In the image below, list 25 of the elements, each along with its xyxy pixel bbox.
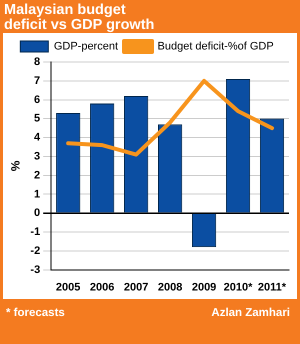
y-tick-label: 7 [34, 74, 40, 87]
x-tick-label: 2007 [124, 281, 148, 294]
x-tick-label: 2005 [56, 281, 80, 294]
y-tick-label: 3 [34, 150, 40, 162]
y-tick-label: -1 [30, 226, 40, 238]
y-tick-label: 8 [34, 56, 40, 68]
x-tick-label: 2010* [224, 281, 254, 294]
text: * forecasts [6, 307, 65, 319]
legend-label: GDP-percent [54, 40, 118, 53]
text: Azlan Zamhari [211, 307, 290, 319]
x-tick-label: 2011* [258, 281, 287, 294]
x-tick-label: 2008 [158, 281, 182, 294]
x-tick-label: 2006 [90, 281, 114, 294]
legend-label: Budget deficit-%of GDP [158, 40, 274, 53]
chart-title: Malaysian budget deficit vs GDP growth [0, 0, 168, 36]
y-tick-label: 1 [34, 188, 40, 200]
y-tick-label: -2 [30, 244, 40, 257]
y-axis-title: % [8, 160, 23, 172]
y-tick-label: -3 [30, 264, 40, 276]
y-tick-label: 2 [34, 169, 40, 182]
y-tick-label: 5 [34, 112, 40, 125]
y-tick-label: 4 [34, 132, 42, 144]
y-tick-label: 6 [34, 94, 40, 106]
y-tick-label: 0 [34, 207, 40, 220]
x-tick-label: 2009 [192, 281, 216, 294]
